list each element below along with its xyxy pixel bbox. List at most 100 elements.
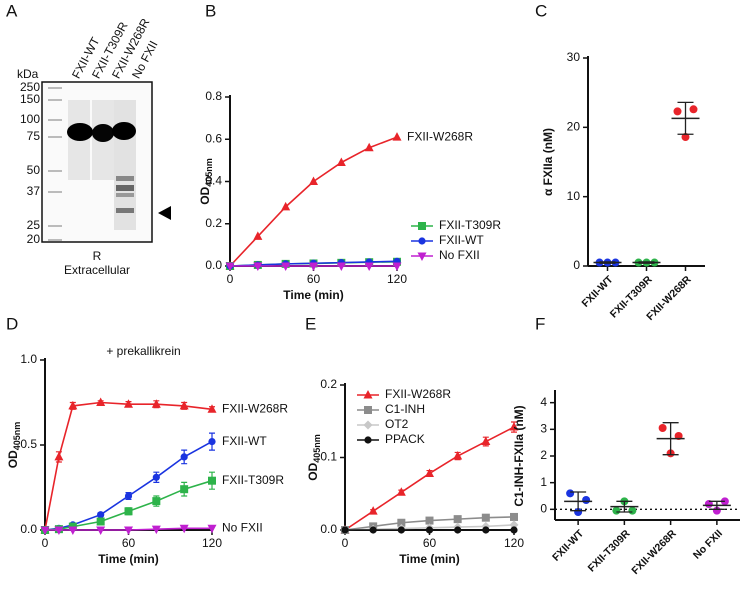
x-tick-label: 120	[387, 272, 407, 286]
data-point	[566, 489, 575, 498]
y-axis-title: α FXIIa (nM)	[541, 128, 555, 196]
x-axis-title: Time (min)	[283, 288, 343, 302]
sd-bar	[616, 500, 633, 513]
y-axis-title-sub: 405nm	[312, 434, 322, 463]
marker	[208, 438, 216, 446]
marker	[281, 262, 291, 271]
marker	[336, 157, 346, 166]
gel-ladder	[48, 87, 62, 241]
x-tick-label: 120	[504, 536, 524, 550]
marker-label: 250	[20, 80, 40, 94]
x-tick-label: FXII-T309R	[586, 527, 633, 574]
x-tick-label: 0	[227, 272, 234, 286]
data-point	[658, 424, 667, 432]
marker	[180, 453, 188, 461]
marker	[225, 262, 235, 271]
marker	[369, 526, 377, 534]
marker	[54, 526, 64, 535]
y-axis-title-main: C1-INH-FXIIa (nM)	[512, 405, 526, 506]
sd-bar	[662, 422, 679, 456]
y-tick-label: 1	[540, 475, 547, 489]
data-point	[582, 496, 591, 504]
y-tick-label: 0.2	[205, 216, 222, 230]
y-axis-title: C1-INH-FXIIa (nM)	[512, 405, 526, 506]
marker	[341, 526, 349, 534]
marker-label: 37	[27, 184, 41, 198]
x-axis-title: Time (min)	[399, 552, 459, 566]
series-label: FXII-WT	[222, 434, 267, 448]
marker	[510, 526, 518, 534]
legend-marker	[418, 222, 426, 230]
data-point	[574, 508, 583, 516]
marker	[179, 400, 189, 410]
x-tick-label: 0	[342, 536, 349, 550]
marker	[207, 524, 217, 534]
data-point	[673, 107, 682, 116]
x-tick-label: 60	[122, 536, 136, 550]
legend-label: FXII-T309R	[439, 218, 501, 232]
y-axis-title: OD405nm	[198, 158, 214, 205]
marker-label: 150	[20, 92, 40, 106]
x-tick-label: 60	[307, 272, 321, 286]
marker	[397, 526, 405, 534]
data-point	[712, 506, 721, 515]
legend-label: C1-INH	[385, 402, 425, 416]
arrowhead	[158, 206, 171, 220]
y-axis-title: OD405nm	[306, 434, 322, 481]
marker	[396, 487, 406, 496]
marker-label: 75	[27, 129, 41, 143]
marker	[481, 436, 491, 446]
legend-label: PPACK	[385, 432, 425, 446]
marker	[336, 262, 346, 271]
marker	[364, 262, 374, 271]
gel-unit: kDa	[17, 67, 39, 81]
y-tick-label: 3	[540, 422, 547, 436]
marker	[40, 526, 50, 535]
y-tick-label: 2	[540, 448, 547, 462]
marker	[392, 262, 402, 271]
marker	[392, 132, 402, 141]
marker	[68, 400, 78, 410]
marker	[124, 526, 133, 535]
marker	[253, 262, 263, 271]
sd-bar	[638, 261, 655, 264]
y-tick-label: 0.8	[205, 89, 222, 103]
annotation: + prekallikrein	[106, 344, 180, 358]
legend-label: No FXII	[439, 248, 480, 262]
marker	[151, 525, 161, 535]
y-axis-title-sub: 405nm	[204, 158, 214, 187]
marker	[54, 451, 64, 461]
x-axis-title: Time (min)	[98, 552, 158, 566]
marker	[97, 511, 105, 519]
marker	[208, 476, 216, 485]
y-tick-label: 20	[567, 120, 581, 134]
marker	[364, 142, 374, 152]
data-point	[681, 133, 690, 142]
legend-marker	[364, 406, 372, 414]
legend-marker	[364, 436, 372, 444]
series-label: FXII-T309R	[222, 473, 284, 487]
data-point	[689, 105, 698, 114]
marker	[481, 513, 490, 522]
legend-marker	[363, 420, 373, 430]
marker	[124, 507, 133, 516]
y-tick-label: 0.4	[205, 174, 222, 188]
y-axis-title-main: OD	[6, 450, 20, 468]
legend-marker	[418, 237, 426, 245]
series-label: No FXII	[222, 520, 263, 534]
sd-bar	[708, 500, 725, 510]
panel-label: C	[535, 1, 547, 20]
legend-marker	[363, 390, 373, 399]
y-tick-label: 0.2	[320, 377, 337, 391]
marker-label: 20	[27, 232, 41, 246]
marker	[425, 516, 434, 525]
y-tick-label: 0.0	[320, 522, 337, 536]
marker	[510, 512, 518, 521]
marker-label: 25	[27, 218, 41, 232]
marker	[207, 404, 217, 413]
y-tick-label: 30	[567, 50, 581, 64]
marker	[151, 399, 161, 408]
marker	[453, 451, 463, 460]
x-tick-label: 0	[42, 536, 49, 550]
